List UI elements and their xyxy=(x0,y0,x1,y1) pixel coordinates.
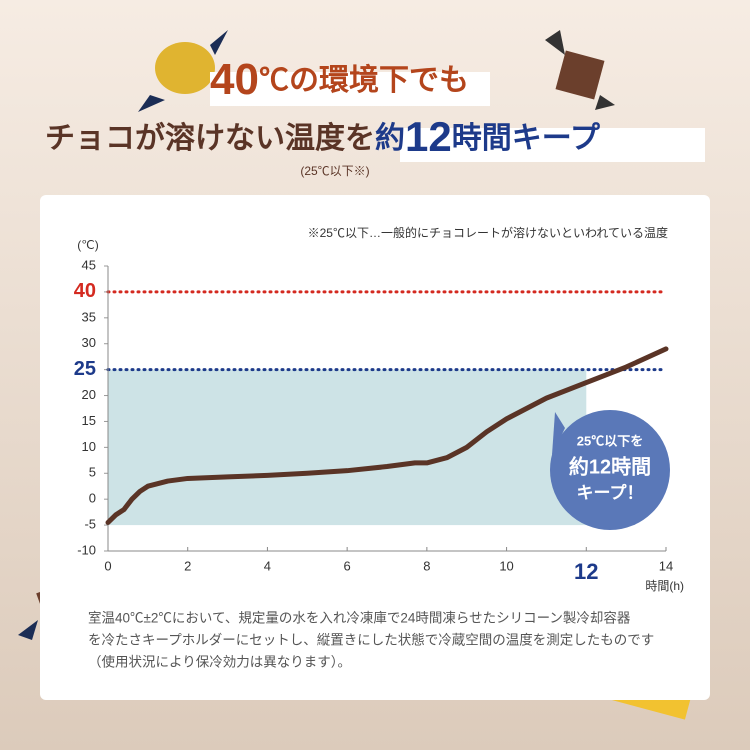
headline-part: 時間キープ xyxy=(452,122,601,155)
highlight-box xyxy=(400,128,705,162)
y-tick-label: -10 xyxy=(77,542,96,557)
y-unit: (℃) xyxy=(77,238,98,252)
headline-part: でも xyxy=(409,64,469,97)
highlight-box xyxy=(210,72,490,106)
footer-text: （使用状況により保冷効力は異なります）。 xyxy=(88,654,351,670)
footer-text: 室温40℃±2℃において、規定量の水を入れ冷凍庫で24時間凍らせたシリコーン製冷… xyxy=(88,610,631,626)
x-tick-label: 8 xyxy=(423,558,430,573)
footer: 室温40℃±2℃において、規定量の水を入れ冷凍庫で24時間凍らせたシリコーン製冷… xyxy=(88,610,654,670)
data-line xyxy=(105,346,669,525)
headline-part: 約 xyxy=(375,122,405,155)
headline: チョコが溶けない温度を約12時間キープ xyxy=(45,113,601,160)
y-tick-label: 15 xyxy=(82,413,96,428)
x-tick-label: 6 xyxy=(344,558,351,573)
x-axis-label: 時間(h) xyxy=(645,579,684,593)
y-tick-label: 45 xyxy=(82,257,96,272)
callout-bubble xyxy=(550,410,670,530)
x-tick-label: 2 xyxy=(184,558,191,573)
callout-text: キープ！ xyxy=(577,482,644,502)
headline-sub: (25℃以下※) xyxy=(300,164,369,178)
x-tick-label: 10 xyxy=(499,558,513,573)
y-tick-label: 35 xyxy=(82,309,96,324)
y-tick-label: -5 xyxy=(84,517,96,532)
headline-part: 40 xyxy=(210,55,259,104)
x-tick-label: 12 xyxy=(574,559,598,584)
headline-part: ℃の環境下 xyxy=(259,63,409,97)
x-tick-label: 0 xyxy=(104,558,111,573)
callout-text: 25℃以下を xyxy=(577,433,643,448)
footer-text: を冷たさキープホルダーにセットし、縦置きにした状態で冷蔵空間の温度を測定したもの… xyxy=(88,633,654,648)
callout-text: 約12時間 xyxy=(569,454,651,478)
y-tick-label: 10 xyxy=(82,439,96,454)
shaded-region xyxy=(108,369,587,526)
y-tick-label: 40 xyxy=(74,280,96,302)
y-tick-label: 30 xyxy=(82,335,96,350)
chart-note: ※25℃以下…一般的にチョコレートが溶けないといわれている温度 xyxy=(308,225,668,240)
headline-part: 12 xyxy=(405,113,452,160)
y-tick-label: 25 xyxy=(74,358,96,380)
headline-part: チョコが溶けない温度を xyxy=(45,121,375,155)
y-tick-label: 5 xyxy=(89,465,96,480)
x-tick-label: 14 xyxy=(659,558,673,573)
x-tick-label: 4 xyxy=(264,558,271,573)
y-tick-label: 20 xyxy=(82,387,96,402)
y-tick-label: 0 xyxy=(89,491,96,506)
callout-bubble xyxy=(552,412,565,455)
chart: ※25℃以下…一般的にチョコレートが溶けないといわれている温度 (℃) -10 -5 0… xyxy=(74,225,684,593)
headline: 40℃の環境下でも xyxy=(210,55,469,104)
